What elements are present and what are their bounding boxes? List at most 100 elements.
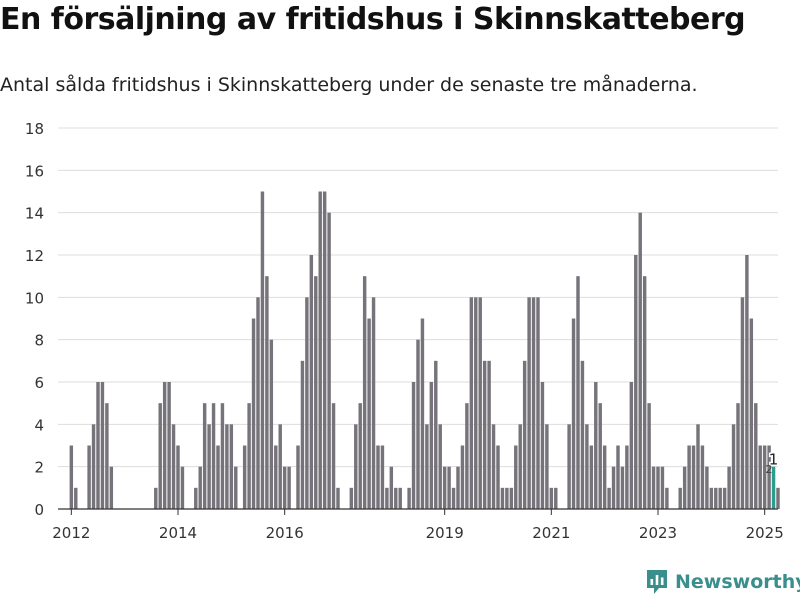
bar [309, 255, 314, 509]
bar [318, 191, 322, 509]
bar [749, 318, 754, 509]
bar [740, 297, 745, 509]
bar [758, 445, 762, 509]
bar [349, 487, 354, 509]
bar [754, 403, 758, 509]
bar [411, 382, 416, 509]
bar [598, 403, 602, 509]
bar [767, 445, 771, 509]
x-tick-label: 2019 [426, 524, 464, 542]
bar [354, 424, 358, 509]
bar [407, 487, 411, 509]
bar [162, 382, 167, 509]
bar [678, 487, 682, 509]
bar [616, 445, 620, 509]
bar [425, 424, 429, 509]
bar [176, 445, 180, 509]
bar [87, 445, 91, 509]
bar [158, 403, 162, 509]
bar [287, 466, 291, 509]
x-tick-label: 2014 [159, 524, 197, 542]
bar [416, 339, 420, 509]
bar [376, 445, 380, 509]
bar [611, 466, 616, 509]
bar [589, 445, 594, 509]
bar [642, 276, 647, 509]
bar [634, 255, 638, 509]
brand-name: Newsworthy [675, 571, 800, 593]
bar [385, 487, 389, 509]
bar [460, 445, 465, 509]
x-tick-label: 2021 [532, 524, 570, 542]
bar [514, 445, 518, 509]
chart-title: En försäljning av fritidshus i Skinnskat… [0, 2, 746, 37]
bar [545, 424, 549, 509]
x-tick-label: 2012 [52, 524, 90, 542]
bar [242, 445, 247, 509]
bar [256, 297, 260, 509]
bar [505, 487, 509, 509]
bar [536, 297, 540, 509]
bar [638, 212, 642, 510]
bar [594, 382, 598, 509]
bar [442, 466, 447, 509]
bar [216, 445, 220, 509]
brand-logo: Newsworthy [645, 568, 800, 596]
bar [331, 403, 336, 509]
bar [91, 424, 96, 509]
bar [202, 403, 207, 509]
bar [274, 445, 278, 509]
bar [229, 424, 234, 509]
bar [389, 466, 394, 509]
bar [540, 382, 545, 509]
bar [478, 297, 482, 509]
bar [527, 297, 531, 509]
y-tick-label: 10 [25, 289, 44, 307]
bar [380, 445, 385, 509]
bar [251, 318, 256, 509]
bar [105, 403, 109, 509]
bar [269, 339, 274, 509]
y-tick-label: 4 [34, 416, 44, 434]
bar [371, 297, 376, 509]
bar [567, 424, 571, 509]
bar [731, 424, 736, 509]
x-tick-label: 2025 [746, 524, 784, 542]
y-tick-label: 2 [34, 459, 44, 477]
bar [167, 382, 171, 509]
y-tick-label: 18 [25, 120, 44, 138]
bar [500, 487, 505, 509]
bar [651, 466, 656, 509]
bar [398, 487, 402, 509]
y-tick-label: 0 [34, 501, 44, 519]
bar [629, 382, 634, 509]
bar [438, 424, 442, 509]
newsworthy-logo-icon [647, 570, 667, 594]
y-tick-label: 12 [25, 247, 44, 265]
bar [465, 403, 469, 509]
bar [509, 487, 514, 509]
bar [625, 445, 629, 509]
bar [336, 487, 340, 509]
bar [180, 466, 185, 509]
bar [518, 424, 522, 509]
bar [482, 360, 487, 509]
bar [265, 276, 269, 509]
bar [300, 360, 305, 509]
bar [571, 318, 576, 509]
bar [314, 276, 318, 509]
bar [96, 382, 100, 509]
bar [687, 445, 691, 509]
bar [656, 466, 660, 509]
bar [745, 255, 749, 509]
bar [487, 360, 491, 509]
bar [620, 466, 625, 509]
bar [700, 445, 705, 509]
y-tick-label: 6 [34, 374, 44, 392]
bar [322, 191, 327, 509]
bar [607, 487, 611, 509]
bar [576, 276, 580, 509]
bar [549, 487, 554, 509]
bar [469, 297, 474, 509]
